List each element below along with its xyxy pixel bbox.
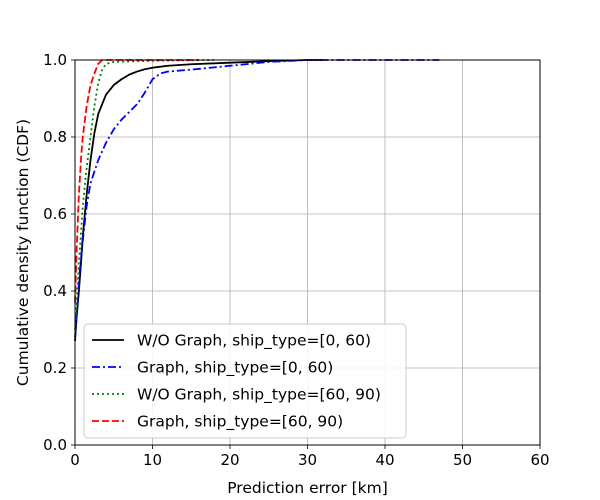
x-axis-title: Prediction error [km]	[227, 479, 388, 497]
x-tick-label: 50	[453, 451, 472, 469]
x-tick-label: 40	[375, 451, 394, 469]
series-line-4	[74, 59, 199, 303]
legend: W/O Graph, ship_type=[0, 60) Graph, ship_…	[83, 323, 407, 439]
y-axis-title: Cumulative density function (CDF)	[14, 119, 32, 386]
x-tick-label: 10	[143, 451, 162, 469]
y-tick-label: 0.4	[43, 282, 67, 300]
y-tick-label: 0.6	[43, 205, 67, 223]
legend-label: W/O Graph, ship_type=[60, 90)	[137, 386, 381, 405]
x-tick-label: 20	[220, 451, 239, 469]
y-tick-label: 0.2	[43, 359, 67, 377]
series-line-1	[74, 59, 323, 342]
x-tick-label: 30	[298, 451, 317, 469]
y-tick-label: 0.0	[43, 436, 67, 454]
legend-label: Graph, ship_type=[0, 60)	[137, 359, 333, 378]
series-line-3	[74, 59, 215, 330]
series-lines	[74, 59, 440, 342]
legend-label: Graph, ship_type=[60, 90)	[137, 413, 343, 432]
legend-label: W/O Graph, ship_type=[0, 60)	[137, 332, 371, 351]
axis-ticks: 0 10 20 30 40 50 60 0.0 0.2 0.4 0.6 0.8 1.0	[43, 51, 549, 469]
legend-box	[83, 323, 407, 439]
x-tick-label: 60	[530, 451, 549, 469]
series-line-2	[74, 59, 440, 338]
x-tick-label: 0	[70, 451, 80, 469]
y-tick-label: 1.0	[43, 51, 67, 69]
y-tick-label: 0.8	[43, 128, 67, 146]
